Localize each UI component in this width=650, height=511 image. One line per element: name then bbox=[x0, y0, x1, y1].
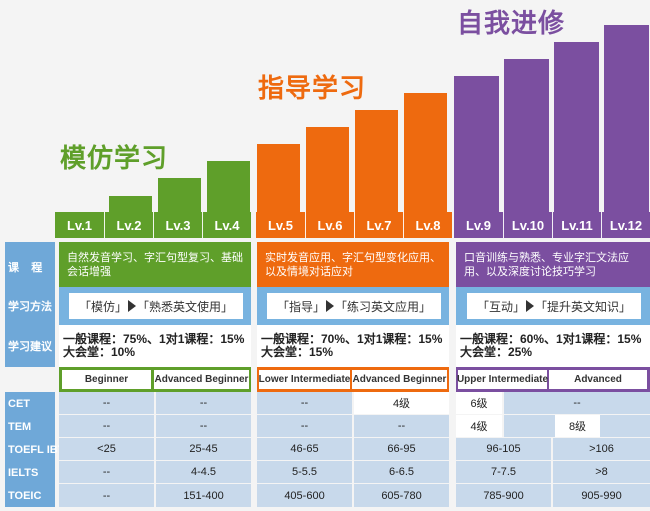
stage-level-tag: Advanced bbox=[549, 370, 647, 389]
course-cell: 自然发音学习、字汇句型复习、基础会话增强 bbox=[59, 242, 251, 287]
level-label: Lv.4 bbox=[202, 212, 251, 238]
method-cell: 「指导」 「练习英文应用」 bbox=[267, 293, 441, 319]
row-header-course: 课 程 bbox=[5, 242, 55, 292]
ielts-cell: 6-6.5 bbox=[354, 461, 449, 483]
toefl-cell: 25-45 bbox=[156, 438, 251, 460]
cet-value: 4级 bbox=[392, 398, 411, 410]
method-from: 「模仿」 bbox=[78, 299, 127, 314]
stage-level-tag: Upper Intermediate bbox=[457, 370, 548, 389]
toefl-cell: 66-95 bbox=[354, 438, 449, 460]
row-header-toefl: TOEFL IBT bbox=[5, 438, 64, 461]
advice-line1: 一般课程：75%、1对1课程：15% bbox=[63, 332, 245, 346]
toefl-cell: >106 bbox=[553, 438, 650, 460]
course-cell: 实时发音应用、字汇句型变化应用、以及情境对话应对 bbox=[257, 242, 449, 287]
cet-cell: -- bbox=[504, 392, 650, 414]
toefl-cell: <25 bbox=[59, 438, 154, 460]
phase-title-imitation: 模仿学习 bbox=[60, 143, 169, 173]
level-label: Lv.6 bbox=[305, 212, 354, 238]
tem-cell: -- bbox=[354, 415, 449, 437]
level-label: Lv.10 bbox=[503, 212, 552, 238]
advice-cell: 一般课程：75%、1对1课程：15% 大会堂：10% bbox=[59, 325, 251, 367]
ielts-cell: 7-7.5 bbox=[456, 461, 551, 483]
row-header-toeic: TOEIC bbox=[5, 484, 55, 507]
level-label: Lv.7 bbox=[354, 212, 403, 238]
stair-bar-12 bbox=[604, 25, 649, 238]
method-to: 「练习英文应用」 bbox=[335, 299, 432, 314]
method-to: 「熟悉英文使用」 bbox=[137, 299, 234, 314]
stair-bar-11 bbox=[554, 42, 599, 238]
level-label: Lv.12 bbox=[601, 212, 650, 238]
advice-text: 一般课程：75%、1对1课程：15% 大会堂：10% bbox=[59, 331, 248, 361]
stair-bar-10 bbox=[504, 59, 549, 238]
cet-cell: -- bbox=[257, 392, 352, 414]
toefl-cell: 96-105 bbox=[456, 438, 551, 460]
row-header-method: 学习方法 bbox=[5, 287, 55, 325]
level-label: Lv.5 bbox=[256, 212, 305, 238]
level-label: Lv.1 bbox=[55, 212, 104, 238]
ielts-cell: 4-4.5 bbox=[156, 461, 251, 483]
stage-level-tag: Beginner bbox=[62, 370, 151, 389]
advice-line1: 一般课程：70%、1对1课程：15% bbox=[261, 332, 443, 346]
tem-cell: -- bbox=[59, 415, 154, 437]
cet-cell: -- bbox=[156, 392, 251, 414]
arrow-icon bbox=[526, 300, 534, 312]
cet-cell: 4级 bbox=[354, 392, 449, 414]
method-cell: 「互动」 「提升英文知识」 bbox=[467, 293, 641, 319]
arrow-icon bbox=[128, 300, 136, 312]
method-from: 「互动」 bbox=[476, 299, 525, 314]
level-label: Lv.11 bbox=[552, 212, 601, 238]
advice-line1: 一般课程：60%、1对1课程：15% bbox=[460, 332, 642, 346]
advice-text: 一般课程：60%、1对1课程：15% 大会堂：25% bbox=[456, 331, 645, 361]
ielts-cell: 5-5.5 bbox=[257, 461, 352, 483]
level-label: Lv.3 bbox=[153, 212, 202, 238]
toeic-cell: 151-400 bbox=[156, 484, 251, 507]
level-label: Lv.9 bbox=[454, 212, 503, 238]
level-label: Lv.2 bbox=[104, 212, 153, 238]
advice-line2: 大会堂：25% bbox=[460, 345, 533, 359]
tem-cell: -- bbox=[257, 415, 352, 437]
method-from: 「指导」 bbox=[276, 299, 325, 314]
toeic-cell: 905-990 bbox=[553, 484, 650, 507]
tem-cell: -- bbox=[156, 415, 251, 437]
advice-line2: 大会堂：10% bbox=[63, 345, 136, 359]
course-text: 自然发音学习、字汇句型复习、基础会话增强 bbox=[67, 251, 243, 278]
row-header-cet: CET bbox=[5, 392, 55, 415]
phase-title-self-study: 自我进修 bbox=[457, 8, 566, 38]
tem-cell: 8级 bbox=[555, 415, 600, 437]
arrow-icon bbox=[326, 300, 334, 312]
cet-value: 6级 bbox=[470, 398, 488, 410]
row-header-advice: 学习建议 bbox=[5, 325, 55, 367]
phase-title-guided: 指导学习 bbox=[258, 73, 367, 103]
cet-cell: -- bbox=[59, 392, 154, 414]
row-header-tem: TEM bbox=[5, 415, 55, 438]
stage-level-tag: Lower Intermediate bbox=[259, 370, 350, 389]
stair-bar-9 bbox=[454, 76, 499, 238]
cet-cell: 6级 bbox=[456, 392, 502, 414]
stage-level-tag: Advanced Beginner bbox=[154, 370, 249, 389]
ielts-cell: >8 bbox=[553, 461, 650, 483]
toefl-cell: 46-65 bbox=[257, 438, 352, 460]
method-to: 「提升英文知识」 bbox=[535, 299, 632, 314]
advice-line2: 大会堂：15% bbox=[261, 345, 334, 359]
toeic-cell: -- bbox=[59, 484, 154, 507]
course-cell: 口音训练与熟悉、专业字汇文法应用、以及深度讨论技巧学习 bbox=[456, 242, 650, 287]
toeic-cell: 785-900 bbox=[456, 484, 551, 507]
level-label: Lv.8 bbox=[403, 212, 452, 238]
stage-level-tag: Advanced Beginner bbox=[352, 370, 447, 389]
toeic-cell: 405-600 bbox=[257, 484, 352, 507]
ielts-cell: -- bbox=[59, 461, 154, 483]
course-text: 实时发音应用、字汇句型变化应用、以及情境对话应对 bbox=[265, 251, 441, 278]
advice-text: 一般课程：70%、1对1课程：15% 大会堂：15% bbox=[257, 331, 446, 361]
row-header-ielts: IELTS bbox=[5, 461, 55, 484]
advice-cell: 一般课程：70%、1对1课程：15% 大会堂：15% bbox=[257, 325, 449, 367]
method-cell: 「模仿」 「熟悉英文使用」 bbox=[69, 293, 243, 319]
tem-cell: 4级 bbox=[456, 415, 502, 437]
course-text: 口音训练与熟悉、专业字汇文法应用、以及深度讨论技巧学习 bbox=[464, 251, 629, 278]
advice-cell: 一般课程：60%、1对1课程：15% 大会堂：25% bbox=[456, 325, 650, 367]
toeic-cell: 605-780 bbox=[354, 484, 449, 507]
